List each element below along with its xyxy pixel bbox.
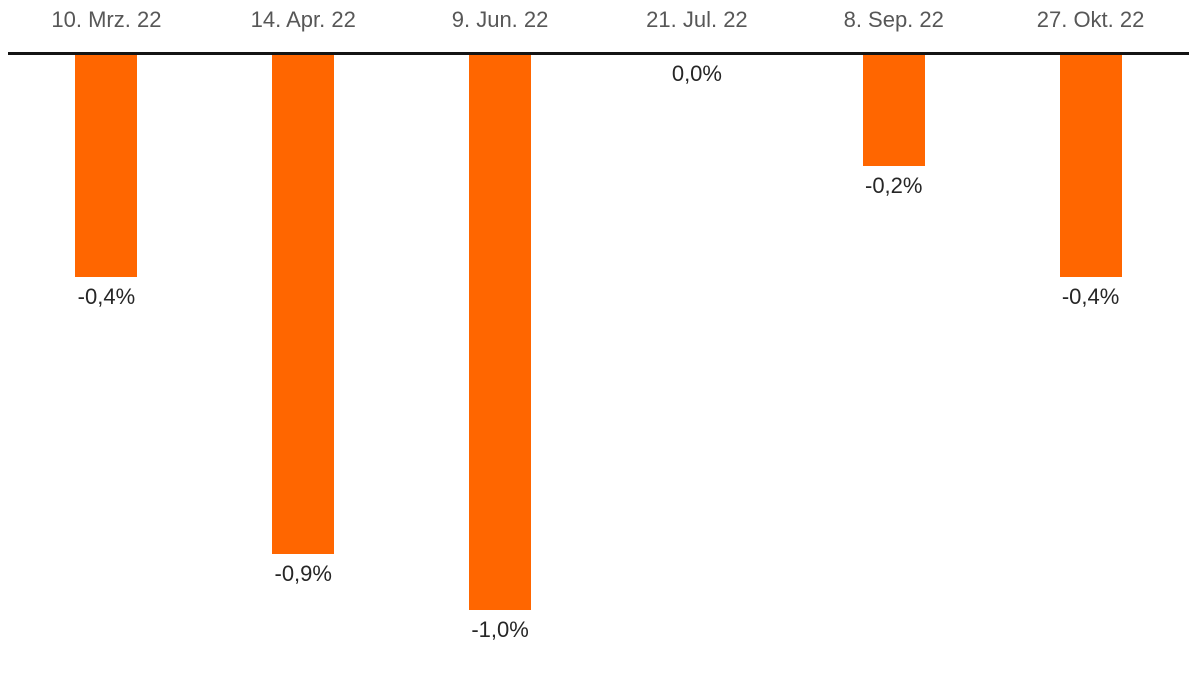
value-label: -0,4% xyxy=(1061,283,1120,309)
x-axis-tick-label: 27. Okt. 22 xyxy=(1036,7,1145,32)
value-label: 0,0% xyxy=(671,60,722,86)
bar xyxy=(862,54,925,166)
x-axis-tick-label: 8. Sep. 22 xyxy=(843,7,944,32)
x-axis-line xyxy=(8,52,1189,55)
value-label: -0,9% xyxy=(274,561,332,586)
x-axis-tick-label: 9. Jun. 22 xyxy=(451,7,549,32)
x-axis-tick-label: 21. Jul. 22 xyxy=(646,7,748,32)
bar xyxy=(75,54,138,277)
x-axis-tick-label: 14. Apr. 22 xyxy=(250,7,356,32)
value-label: -1,0% xyxy=(471,616,529,642)
bar xyxy=(469,54,532,610)
value-label: -0,4% xyxy=(77,283,136,309)
x-axis-tick-label: 10. Mrz. 22 xyxy=(51,7,162,32)
bar xyxy=(1059,54,1122,277)
bar xyxy=(272,54,335,554)
value-label: -0,2% xyxy=(865,172,923,198)
